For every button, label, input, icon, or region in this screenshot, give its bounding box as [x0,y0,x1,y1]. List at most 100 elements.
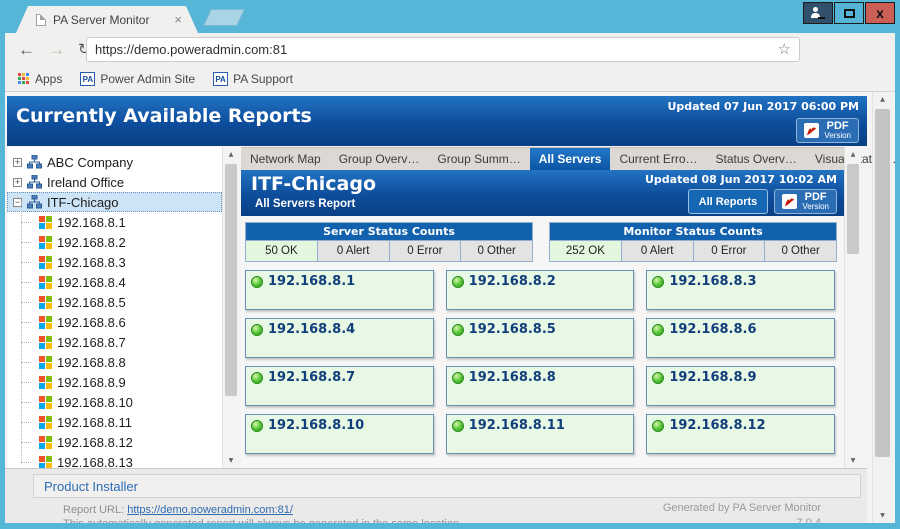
report-subtitle: All Servers Report [255,198,356,210]
report-title: ITF-Chicago [251,173,377,195]
report-tab[interactable]: Current Erro… [610,148,706,170]
server-status-box[interactable]: 192.168.8.7 [245,366,434,406]
pdf-button-label: PDF [804,191,827,203]
server-status-box[interactable]: 192.168.8.2 [445,270,635,310]
tree-server-item[interactable]: 192.168.8.10 [7,382,222,412]
scroll-down-icon[interactable]: ▼ [228,457,234,464]
forward-icon[interactable]: → [48,40,65,59]
maximize-icon [843,8,855,18]
tree-server-item[interactable]: 192.168.8.13 [7,442,222,468]
report-tab[interactable]: Status Overv… [707,148,806,170]
tree-expander-icon[interactable]: + [13,156,22,167]
product-installer-link[interactable]: Product Installer [44,478,138,494]
tree-server-item[interactable]: 192.168.8.2 [7,222,222,252]
tree-server-label: 192.168.8.4 [57,274,126,290]
maximize-button[interactable] [834,2,864,24]
scrollbar-thumb[interactable] [847,164,859,254]
tree-server-item[interactable]: 192.168.8.9 [7,362,222,392]
windows-logo-icon [39,215,52,229]
tree-server-label: 192.168.8.12 [57,434,133,450]
server-status-box[interactable]: 192.168.8.5 [445,318,635,358]
tree-server-item[interactable]: 192.168.8.12 [7,422,222,452]
report-pdf-version-button[interactable]: PDF Version [774,189,837,214]
status-ok-icon [251,420,263,432]
scrollbar-thumb[interactable] [225,164,237,396]
pdf-icon [782,194,798,209]
report-tab-label: Group Summ… [437,152,521,166]
tree-group-item[interactable]: + Ireland Office [7,172,222,192]
server-name: 192.168.8.5 [468,322,556,337]
tree-server-item[interactable]: 192.168.8.11 [7,402,222,432]
product-installer-section[interactable]: Product Installer [33,474,861,498]
browser-titlebar: PA Server Monitor × x [0,0,900,33]
status-ok-icon [251,324,263,336]
status-ok-icon [652,276,665,288]
tree-server-item[interactable]: 192.168.8.7 [7,322,222,352]
server-status-box[interactable]: 192.168.8.1 [245,270,434,310]
tree-server-item[interactable]: 192.168.8.1 [7,202,222,232]
scroll-up-icon[interactable]: ▲ [228,151,234,158]
server-status-box[interactable]: 192.168.8.6 [646,318,835,358]
server-name: 192.168.8.7 [268,370,356,385]
page-header: Currently Available Reports Updated 07 J… [7,96,867,146]
tree-server-item[interactable]: 192.168.8.5 [7,282,222,312]
page-scrollbar[interactable]: ▲ ▼ [872,92,892,523]
tree-server-item[interactable]: 192.168.8.6 [7,302,222,332]
back-icon[interactable]: ← [18,40,35,59]
scroll-down-icon[interactable]: ▼ [880,512,885,519]
report-tab[interactable]: Network Map [241,148,330,170]
server-status-box[interactable]: 192.168.8.12 [646,414,835,454]
tree-server-label: 192.168.8.5 [57,294,126,310]
tree-server-label: 192.168.8.6 [57,314,126,330]
scrollbar-thumb[interactable] [875,109,890,457]
tree-group-label: Ireland Office [47,174,125,190]
bookmark-power-admin-site[interactable]: PA Power Admin Site [80,72,195,86]
report-tab[interactable]: Group Overv… [330,148,429,170]
server-status-box[interactable]: 192.168.8.4 [245,318,434,358]
status-ok-icon [451,420,464,432]
group-icon [27,155,42,169]
server-status-box[interactable]: 192.168.8.10 [245,414,434,454]
new-tab-button[interactable] [203,9,245,26]
status-table-row: 252 OK 0 Alert 0 Error 0 Other [550,240,836,261]
group-icon [27,195,42,209]
pdf-version-button[interactable]: PDF Version [796,118,859,143]
tree-server-item[interactable]: 192.168.8.8 [7,342,222,372]
scroll-down-icon[interactable]: ▼ [850,457,856,464]
url-text[interactable]: https://demo.poweradmin.com:81 [95,42,288,57]
scroll-up-icon[interactable]: ▲ [850,151,856,158]
all-reports-button[interactable]: All Reports [687,189,769,214]
windows-logo-icon [39,335,52,349]
minimize-button[interactable] [803,2,833,24]
tree-group-item[interactable]: − ITF-Chicago [7,192,222,212]
close-button[interactable]: x [865,2,895,24]
generated-by-text: Generated by PA Server Monitor [662,502,821,514]
bookmark-label: Power Admin Site [100,72,196,86]
scroll-up-icon[interactable]: ▲ [880,96,885,103]
tree-scrollbar[interactable]: ▲ ▼ [222,147,239,468]
status-ok-icon [652,372,665,384]
report-tab[interactable]: All Servers [529,148,611,170]
server-name: 192.168.8.9 [669,370,757,385]
tree-group-item[interactable]: + ABC Company [7,152,222,172]
tree-server-item[interactable]: 192.168.8.3 [7,242,222,272]
tree-expander-icon[interactable]: + [13,176,22,187]
address-bar[interactable]: https://demo.poweradmin.com:81 ☆ [86,37,800,62]
status-table-row: 50 OK 0 Alert 0 Error 0 Other [246,240,532,261]
report-url-link[interactable]: https://demo.poweradmin.com:81/ [127,504,293,516]
server-status-box[interactable]: 192.168.8.8 [445,366,635,406]
pdf-button-sublabel: Version [824,131,851,140]
browser-tab[interactable]: PA Server Monitor × [16,6,198,33]
report-scrollbar[interactable]: ▲ ▼ [844,147,861,468]
server-status-box[interactable]: 192.168.8.9 [646,366,835,406]
apps-shortcut[interactable]: Apps [18,72,62,86]
bookmark-pa-support[interactable]: PA PA Support [213,72,293,86]
server-status-box[interactable]: 192.168.8.11 [445,414,635,454]
bookmark-star-icon[interactable]: ☆ [777,41,791,58]
tree-server-item[interactable]: 192.168.8.4 [7,262,222,292]
page-updated-timestamp: Updated 07 Jun 2017 06:00 PM [667,100,859,113]
report-tab[interactable]: Group Summ… [428,148,529,170]
report-note: This automatically generated report will… [63,518,459,523]
tab-close-icon[interactable]: × [174,12,182,27]
server-status-box[interactable]: 192.168.8.3 [646,270,835,310]
